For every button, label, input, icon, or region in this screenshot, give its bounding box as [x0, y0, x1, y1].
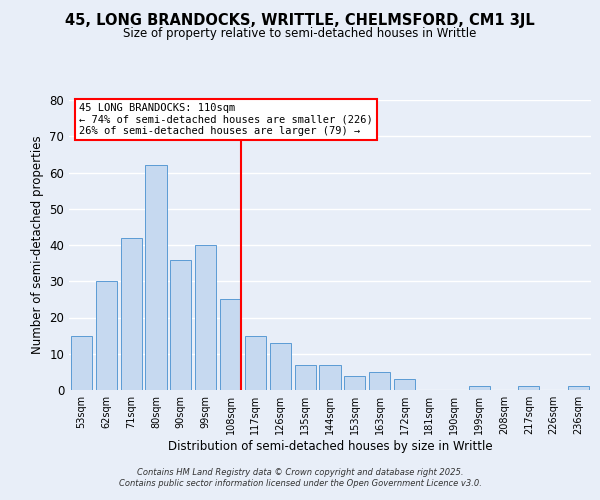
- Bar: [344, 376, 365, 390]
- Bar: [220, 300, 241, 390]
- Bar: [518, 386, 539, 390]
- Bar: [369, 372, 390, 390]
- Bar: [71, 336, 92, 390]
- Bar: [394, 379, 415, 390]
- Text: 45, LONG BRANDOCKS, WRITTLE, CHELMSFORD, CM1 3JL: 45, LONG BRANDOCKS, WRITTLE, CHELMSFORD,…: [65, 12, 535, 28]
- Bar: [245, 336, 266, 390]
- Text: 45 LONG BRANDOCKS: 110sqm
← 74% of semi-detached houses are smaller (226)
26% of: 45 LONG BRANDOCKS: 110sqm ← 74% of semi-…: [79, 103, 373, 136]
- Bar: [145, 165, 167, 390]
- Bar: [121, 238, 142, 390]
- Y-axis label: Number of semi-detached properties: Number of semi-detached properties: [31, 136, 44, 354]
- Bar: [170, 260, 191, 390]
- Bar: [469, 386, 490, 390]
- Bar: [195, 245, 216, 390]
- Text: Contains HM Land Registry data © Crown copyright and database right 2025.
Contai: Contains HM Land Registry data © Crown c…: [119, 468, 481, 487]
- Bar: [295, 364, 316, 390]
- Bar: [319, 364, 341, 390]
- Bar: [96, 281, 117, 390]
- Bar: [568, 386, 589, 390]
- X-axis label: Distribution of semi-detached houses by size in Writtle: Distribution of semi-detached houses by …: [167, 440, 493, 453]
- Text: Size of property relative to semi-detached houses in Writtle: Size of property relative to semi-detach…: [124, 28, 476, 40]
- Bar: [270, 343, 291, 390]
